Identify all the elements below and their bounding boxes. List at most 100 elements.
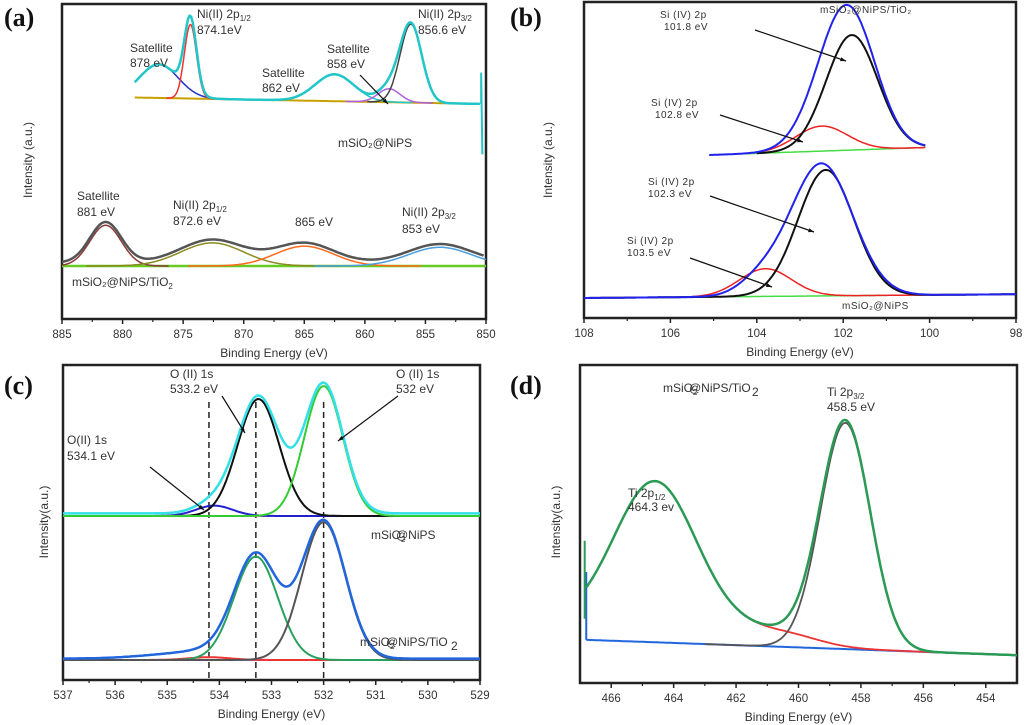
component-peak (584, 267, 1016, 299)
x-tick-label: 102 (834, 328, 853, 340)
arrow-head (382, 98, 388, 104)
x-tick-label: 108 (574, 328, 593, 340)
panel-label: (c) (4, 371, 33, 400)
envelope-curve (62, 518, 480, 660)
plot-frame (60, 2, 488, 321)
panel-label: (a) (4, 3, 34, 32)
sample-label: @NiPS (396, 528, 436, 542)
arrow-head (797, 138, 803, 143)
sample-label: @NiPS/TiO (689, 381, 751, 395)
plot-frame (582, 0, 1018, 320)
x-tick-label: 460 (789, 693, 808, 705)
annotation-label: 102.8 eV (655, 110, 699, 121)
sample-label: 2 (752, 385, 759, 399)
component-peak (63, 385, 480, 517)
annotation-label: O(II) 1s (67, 433, 107, 447)
annotation-arrow (709, 195, 815, 233)
annotation-label: O (II) 1s (396, 367, 439, 381)
annotation-arrow (754, 29, 847, 62)
x-tick-label: 529 (470, 690, 489, 702)
annotation-label: Ti 2p3/2 (827, 385, 865, 401)
x-tick-label: 531 (366, 690, 385, 702)
y-axis-label: Intensity(a.u.) (37, 486, 51, 559)
arrow-head (338, 435, 344, 441)
x-tick-label: 464 (664, 693, 684, 705)
arrow-head (840, 57, 846, 62)
y-axis-label: Intensity (a.u.) (21, 122, 35, 198)
x-tick-label: 860 (355, 329, 374, 341)
annotation-label: 874.1eV (197, 23, 242, 37)
annotation-label: 458.5 eV (827, 400, 875, 414)
component-peak (165, 23, 216, 100)
panel-label: (b) (510, 3, 542, 32)
annotation-label: 533.2 eV (170, 382, 218, 396)
sample-label: mSiO₂@NiPS/TiO2 (72, 275, 173, 291)
sample-label: mSiO₂@NiPS (338, 136, 412, 150)
arrow-head (808, 228, 814, 233)
annotation-arrow (149, 466, 205, 511)
component-peak (61, 224, 169, 267)
annotation-label: Satellite (77, 189, 120, 203)
annotation-label: Satellite (130, 41, 173, 55)
annotation-label: 862 eV (262, 81, 300, 95)
y-axis-label: Intensity(a.u.) (549, 486, 563, 559)
panel-label: (d) (510, 371, 542, 400)
x-tick-label: 98 (1010, 328, 1023, 340)
arrow-head (240, 427, 245, 433)
annotation-label: Ni(II) 2p3/2 (402, 205, 456, 221)
annotation-label: Si (IV) 2p (648, 177, 695, 188)
envelope-curve (584, 162, 1016, 299)
sample-label: 2 (451, 639, 458, 653)
sample-label: @NiPS/TiO (386, 635, 448, 649)
annotation-label: 102.3 eV (648, 189, 692, 200)
envelope-curve (63, 381, 480, 515)
x-tick-label: 865 (295, 329, 314, 341)
arrow-head (766, 283, 772, 288)
x-tick-label: 850 (476, 329, 495, 341)
x-axis-label: Binding Energy (eV) (220, 346, 327, 360)
panel-c: (c) 537 536 535 534 533 532 531 530 529 Binding En… (4, 363, 490, 721)
x-tick-label: 454 (976, 693, 996, 705)
x-tick-label: 880 (113, 329, 132, 341)
panel-d: (d) 466 464 462 460 458 456 454 Binding Energy (… (510, 363, 1019, 724)
sample-label: mSiO2 (663, 381, 698, 397)
annotation-label: Ni(II) 2p1/2 (173, 198, 227, 214)
x-tick-label: 537 (53, 690, 72, 702)
annotation-arrow (359, 74, 389, 105)
component-peak (188, 245, 421, 267)
sample-label: mSiO2 (360, 635, 395, 651)
panel-b: (b) 108 106 104 102 100 98 Binding Energy (eV) I… (510, 0, 1023, 359)
annotation-label: 101.8 eV (664, 22, 708, 33)
envelope-curve (61, 220, 484, 264)
sample-label: mSiO₂@NiPS (842, 301, 909, 312)
annotation-label: 865 eV (295, 215, 333, 229)
envelope-edge (480, 72, 484, 155)
x-axis-label: Binding Energy (eV) (745, 710, 852, 724)
annotation-label: Ni(II) 2p1/2 (197, 7, 251, 23)
sample-label: mSiO2 (371, 528, 406, 544)
annotation-label: 534.1 eV (67, 449, 115, 463)
component-peak (86, 242, 339, 267)
annotation-label: 858 eV (327, 57, 365, 71)
x-tick-label: 462 (726, 693, 745, 705)
x-tick-label: 870 (234, 329, 253, 341)
sample-label: mSiO₂@NiPS/TiO₂ (820, 5, 912, 16)
x-axis-label: Binding Energy (eV) (746, 345, 853, 359)
annotation-label: Satellite (262, 66, 305, 80)
annotation-label: Si (IV) 2p (627, 236, 674, 247)
x-tick-label: 106 (661, 328, 680, 340)
x-tick-label: 100 (920, 328, 939, 340)
x-tick-label: 533 (262, 690, 281, 702)
annotation-label: 856.6 eV (418, 23, 466, 37)
annotation-label: 532 eV (396, 382, 434, 396)
annotation-label: Satellite (327, 42, 370, 56)
x-axis-label: Binding Energy (eV) (218, 707, 325, 721)
annotation-arrow (719, 114, 804, 143)
annotation-label: Ni(II) 2p3/2 (418, 7, 472, 23)
envelope-curve (585, 418, 1018, 657)
annotation-label: 881 eV (77, 205, 115, 219)
envelope-curve (133, 14, 480, 106)
annotation-label: Si (IV) 2p (651, 98, 698, 109)
x-tick-label: 885 (52, 329, 71, 341)
